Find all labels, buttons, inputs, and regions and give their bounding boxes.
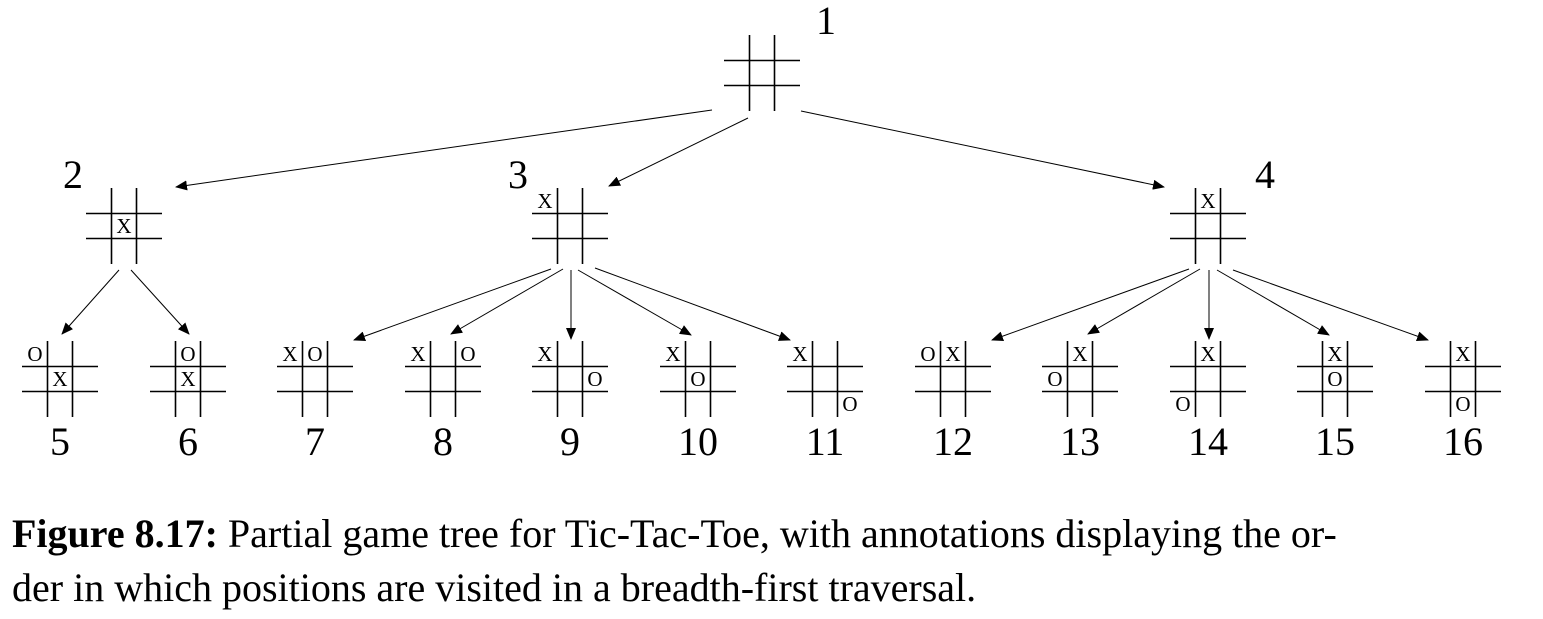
board-mark-x: X — [792, 342, 807, 366]
visit-order-label: 8 — [433, 419, 453, 464]
board-node-7: X O 7 — [277, 341, 353, 464]
board-node-9: X O 9 — [532, 341, 608, 464]
tree-edges — [61, 109, 1429, 341]
board-mark-x: X — [1455, 342, 1470, 366]
edge-2-to-6 — [130, 269, 190, 335]
board-mark-x: X — [945, 342, 960, 366]
board-mark-x: X — [410, 342, 425, 366]
board-mark-x: X — [1072, 342, 1087, 366]
board-mark-x: X — [537, 342, 552, 366]
board-node-16: X O 16 — [1425, 341, 1501, 464]
board-node-10: XO 10 — [660, 341, 736, 464]
board-mark-o: O — [27, 342, 42, 366]
figure-label: Figure 8.17: — [12, 511, 218, 556]
board-mark-x: X — [1200, 342, 1215, 366]
edge-4-to-12 — [991, 268, 1190, 341]
edge-4-to-16 — [1232, 269, 1429, 341]
board-mark-o: O — [1455, 392, 1470, 416]
board-mark-o: O — [920, 342, 935, 366]
board-mark-x: X — [116, 214, 131, 238]
edge-1-to-4 — [800, 110, 1165, 190]
board-node-4: X4 — [1170, 152, 1275, 264]
visit-order-label: 16 — [1443, 419, 1483, 464]
board-mark-o: O — [1175, 392, 1190, 416]
visit-order-label: 15 — [1315, 419, 1355, 464]
board-node-1: 1 — [724, 0, 836, 111]
visit-order-label: 10 — [678, 419, 718, 464]
edge-3-to-10 — [577, 269, 692, 336]
edge-1-to-3 — [608, 117, 749, 187]
edge-4-to-15 — [1216, 269, 1330, 336]
visit-order-label: 6 — [178, 419, 198, 464]
board-node-12: O X 12 — [915, 341, 991, 464]
edge-1-to-2 — [175, 109, 713, 191]
visit-order-label: 9 — [560, 419, 580, 464]
board-mark-o: O — [180, 342, 195, 366]
visit-order-label: 1 — [816, 0, 836, 43]
board-mark-o: O — [460, 342, 475, 366]
edge-3-to-7 — [353, 268, 552, 341]
board-node-8: X O 8 — [405, 341, 481, 464]
board-mark-o: O — [587, 367, 602, 391]
board-mark-x: X — [180, 367, 195, 391]
edge-3-to-11 — [594, 267, 791, 341]
board-mark-x: X — [1327, 342, 1342, 366]
board-node-15: XO 15 — [1297, 341, 1373, 464]
board-node-13: XO 13 — [1042, 341, 1118, 464]
visit-order-label: 2 — [63, 152, 83, 197]
board-node-3: X3 — [508, 152, 608, 264]
board-mark-o: O — [1327, 367, 1342, 391]
board-mark-o: O — [1047, 367, 1062, 391]
board-mark-x: X — [52, 367, 67, 391]
board-node-2: X2 — [63, 152, 162, 264]
board-mark-x: X — [282, 342, 297, 366]
caption-text-line-1: Partial game tree for Tic-Tac-Toe, with … — [227, 511, 1337, 556]
visit-order-label: 14 — [1188, 419, 1228, 464]
edge-4-to-13 — [1087, 268, 1201, 335]
board-node-6: OX 6 — [150, 341, 226, 464]
board-mark-o: O — [307, 342, 322, 366]
board-mark-x: X — [1200, 189, 1215, 213]
board-mark-x: X — [537, 189, 552, 213]
board-mark-o: O — [842, 392, 857, 416]
board-mark-o: O — [690, 367, 705, 391]
visit-order-label: 11 — [806, 419, 845, 464]
board-node-5: OX 5 — [22, 341, 98, 464]
visit-order-label: 13 — [1060, 419, 1100, 464]
caption-text-line-2: der in which positions are visited in a … — [12, 565, 977, 610]
board-node-14: X O 14 — [1170, 341, 1246, 464]
visit-order-label: 7 — [305, 419, 325, 464]
visit-order-label: 12 — [933, 419, 973, 464]
figure-caption: Figure 8.17: Partial game tree for Tic-T… — [12, 507, 1512, 615]
board-mark-x: X — [665, 342, 680, 366]
visit-order-label: 5 — [50, 419, 70, 464]
edge-2-to-5 — [61, 269, 120, 335]
board-node-11: X O 11 — [787, 341, 863, 464]
visit-order-label: 3 — [508, 152, 528, 197]
visit-order-label: 4 — [1255, 152, 1275, 197]
edge-3-to-8 — [450, 268, 564, 335]
